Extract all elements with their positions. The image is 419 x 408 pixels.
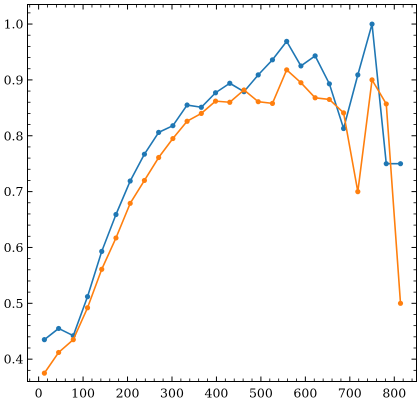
plot-frame	[27, 4, 417, 382]
x-tick-label: 600	[293, 386, 317, 401]
y-tick-label: 0.7	[4, 184, 24, 199]
data-point	[227, 80, 233, 86]
data-point	[326, 96, 332, 103]
y-tick-label: 0.4	[4, 352, 24, 367]
data-point	[284, 67, 290, 73]
x-tick-label: 700	[338, 386, 362, 401]
data-point	[70, 337, 76, 343]
data-point	[212, 90, 219, 96]
series-2	[41, 67, 404, 376]
data-point	[312, 95, 318, 101]
data-point	[355, 189, 361, 195]
data-point	[84, 294, 91, 300]
major-ticks	[27, 4, 417, 382]
data-point	[141, 151, 148, 157]
data-point	[312, 53, 318, 59]
data-point	[184, 118, 190, 124]
x-tick-label: 800	[382, 386, 406, 401]
y-tick-label: 0.5	[4, 296, 24, 311]
data-point	[127, 178, 133, 184]
data-point	[170, 123, 176, 129]
x-tick-label: 300	[160, 386, 184, 401]
y-tick-label: 0.9	[4, 72, 24, 87]
y-tick-label: 0.8	[4, 128, 24, 143]
data-point	[113, 235, 119, 241]
x-tick-label: 500	[249, 386, 273, 401]
tick-labels: 0 100 200 300 400 500 600 700 800 0.4 0.5 0.6 0.7 0.8…	[4, 17, 407, 401]
series-1	[41, 21, 404, 343]
x-tick-label: 400	[205, 386, 229, 401]
x-tick-label: 0	[35, 386, 43, 401]
data-point	[369, 21, 375, 27]
series-line	[43, 23, 401, 341]
data-point	[84, 305, 91, 311]
data-point	[198, 104, 204, 110]
series-layer	[41, 21, 404, 376]
data-point	[383, 161, 389, 167]
data-point	[227, 99, 233, 105]
data-point	[397, 300, 404, 306]
data-point	[255, 72, 261, 78]
y-tick-label: 0.6	[4, 240, 24, 255]
data-point	[156, 129, 162, 136]
data-point	[198, 110, 204, 117]
data-point	[383, 101, 389, 107]
data-point	[298, 63, 304, 69]
data-point	[340, 110, 347, 116]
y-tick-label: 1.0	[4, 17, 24, 32]
data-point	[355, 72, 361, 78]
data-point	[212, 98, 219, 104]
data-point	[56, 325, 62, 332]
data-point	[113, 211, 119, 218]
series-line	[43, 69, 402, 374]
data-point	[41, 370, 47, 376]
x-tick-label: 100	[71, 386, 95, 401]
data-point	[156, 154, 162, 161]
data-point	[284, 38, 290, 44]
data-point	[170, 135, 176, 142]
x-tick-label: 200	[116, 386, 140, 401]
data-point	[255, 99, 261, 105]
data-point	[141, 177, 148, 184]
data-point	[369, 77, 375, 83]
data-point	[298, 80, 304, 86]
data-point	[56, 349, 62, 356]
data-point	[184, 102, 190, 108]
data-point	[99, 266, 105, 272]
data-point	[397, 161, 404, 167]
data-point	[241, 87, 247, 93]
data-point	[340, 125, 347, 132]
data-point	[127, 200, 133, 206]
data-point	[99, 248, 105, 254]
data-point	[269, 57, 276, 63]
data-point	[326, 81, 332, 87]
data-point	[269, 100, 276, 106]
data-point	[41, 337, 47, 343]
